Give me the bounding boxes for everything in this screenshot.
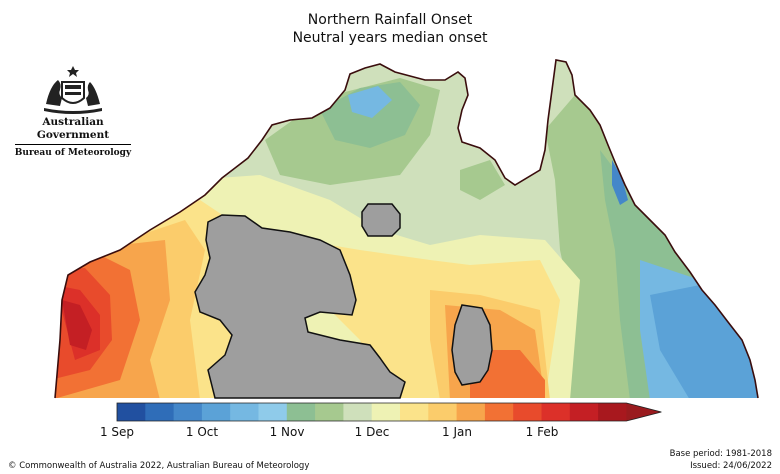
legend-tick-nov: 1 Nov [269,425,305,439]
copyright-notice: © Commonwealth of Australia 2022, Austra… [8,461,310,471]
onset-zones [55,60,758,398]
government-logo: Australian Government Bureau of Meteorol… [8,64,138,159]
legend-tick-oct: 1 Oct [185,425,219,439]
legend-swatch [484,403,514,421]
legend-extend-arrow [626,403,662,421]
base-period: Base period: 1981-2018 [669,449,772,459]
legend-swatch [400,403,429,421]
legend-swatch [145,403,175,421]
masked-region-central [451,304,493,386]
legend-swatch [315,403,344,421]
legend-swatch [569,403,599,421]
legend-colorbar [116,402,662,422]
issued-date: Issued: 24/06/2022 [690,461,772,471]
legend-swatch [513,403,542,421]
coat-of-arms-icon [44,66,102,114]
insufficient-data-regions [194,203,493,399]
masked-region-west [194,214,406,399]
legend-border [116,402,662,422]
masked-region-north [361,203,401,237]
coastline [54,59,759,399]
legend-tick-sep: 1 Sep [99,425,135,439]
legend-swatch [371,403,401,421]
legend-swatch [286,403,316,421]
legend-swatch [456,403,486,421]
legend-swatch [258,403,288,421]
legend-swatch [541,403,571,421]
legend-swatch [343,403,373,421]
logo-divider [15,144,131,145]
legend-tick-jan: 1 Jan [442,425,472,439]
map-subtitle: Neutral years median onset [292,30,488,46]
logo-line-bureau: Bureau of Meteorology [14,148,132,158]
legend-swatch [173,403,203,421]
legend-tick-feb: 1 Feb [525,425,559,439]
legend-swatch [428,403,458,421]
legend-swatch [117,403,146,421]
logo-line-government: Australian Government [36,116,110,141]
legend-swatch [230,403,259,421]
legend-swatch [201,403,231,421]
legend-swatch [598,403,627,421]
map-title: Northern Rainfall Onset [307,12,473,28]
legend-tick-dec: 1 Dec [354,425,390,439]
